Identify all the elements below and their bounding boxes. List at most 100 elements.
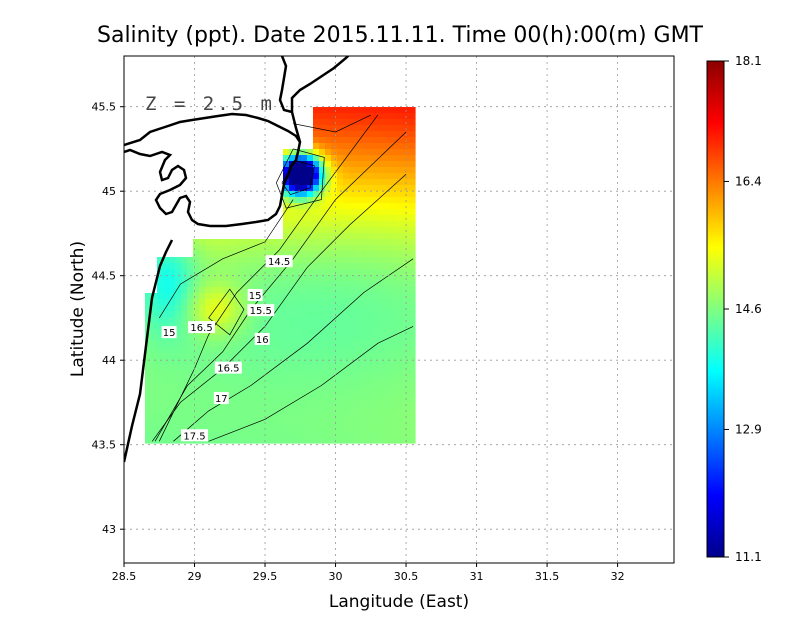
field-cell — [193, 317, 200, 324]
field-cell — [199, 311, 206, 318]
field-cell — [277, 401, 284, 408]
field-cell — [343, 185, 350, 192]
field-cell — [331, 179, 338, 186]
field-cell — [157, 299, 164, 306]
field-cell — [145, 311, 152, 318]
field-cell — [271, 359, 278, 366]
field-cell — [193, 347, 200, 354]
field-cell — [409, 179, 416, 186]
field-cell — [307, 275, 314, 282]
field-cell — [349, 347, 356, 354]
y-tick-label: 43 — [102, 523, 116, 536]
field-cell — [349, 263, 356, 270]
field-cell — [343, 281, 350, 288]
field-cell — [301, 407, 308, 414]
contour-label-bg — [188, 321, 216, 334]
field-cell — [337, 197, 344, 204]
field-cell — [331, 173, 338, 180]
field-cell — [235, 329, 242, 336]
field-cell — [301, 437, 308, 444]
field-cell — [187, 311, 194, 318]
field-cell — [181, 389, 188, 396]
field-cell — [385, 323, 392, 330]
field-cell — [157, 311, 164, 318]
field-cell — [397, 395, 404, 402]
field-cell — [265, 407, 272, 414]
field-cell — [397, 185, 404, 192]
field-cell — [337, 317, 344, 324]
field-cell — [187, 401, 194, 408]
field-cell — [235, 437, 242, 444]
field-cell — [295, 167, 302, 174]
field-cell — [283, 275, 290, 282]
field-cell — [163, 437, 170, 444]
plot-frame — [123, 55, 675, 564]
field-cell — [145, 347, 152, 354]
field-cell — [295, 281, 302, 288]
contour-label-bg — [254, 332, 270, 345]
field-cell — [223, 239, 230, 246]
field-cell — [301, 329, 308, 336]
field-cell — [283, 371, 290, 378]
field-cell — [307, 383, 314, 390]
field-cell — [337, 191, 344, 198]
field-cell — [307, 269, 314, 276]
field-cell — [361, 179, 368, 186]
field-cell — [301, 371, 308, 378]
field-cell — [301, 401, 308, 408]
field-cell — [391, 377, 398, 384]
field-cell — [409, 281, 416, 288]
field-cell — [331, 263, 338, 270]
field-cell — [319, 317, 326, 324]
field-cell — [325, 263, 332, 270]
field-cell — [307, 311, 314, 318]
field-cell — [313, 263, 320, 270]
field-cell — [265, 359, 272, 366]
field-cell — [271, 407, 278, 414]
field-cell — [211, 401, 218, 408]
field-cell — [295, 353, 302, 360]
field-cell — [307, 329, 314, 336]
field-cell — [181, 407, 188, 414]
field-cell — [283, 227, 290, 234]
field-cell — [397, 233, 404, 240]
field-cell — [361, 215, 368, 222]
field-cell — [217, 431, 224, 438]
field-cell — [391, 263, 398, 270]
field-cell — [283, 281, 290, 288]
coastline-north — [124, 112, 302, 228]
field-cell — [289, 245, 296, 252]
field-cell — [163, 341, 170, 348]
field-cell — [289, 173, 296, 180]
field-cell — [193, 365, 200, 372]
field-cell — [319, 281, 326, 288]
field-cell — [187, 389, 194, 396]
field-cell — [307, 185, 314, 192]
field-cell — [217, 281, 224, 288]
field-cell — [175, 389, 182, 396]
field-cell — [349, 293, 356, 300]
field-cell — [277, 383, 284, 390]
field-cell — [223, 341, 230, 348]
field-cell — [379, 281, 386, 288]
field-cell — [409, 119, 416, 126]
field-cell — [223, 371, 230, 378]
field-cell — [409, 107, 416, 114]
field-cell — [343, 311, 350, 318]
field-cell — [253, 425, 260, 432]
field-cell — [289, 371, 296, 378]
field-cell — [391, 137, 398, 144]
field-cell — [211, 251, 218, 258]
field-cell — [259, 371, 266, 378]
field-cell — [391, 311, 398, 318]
field-cell — [379, 359, 386, 366]
field-cell — [151, 323, 158, 330]
field-cell — [163, 293, 170, 300]
field-cell — [229, 419, 236, 426]
field-cell — [373, 353, 380, 360]
field-cell — [385, 107, 392, 114]
field-cell — [331, 233, 338, 240]
field-cell — [151, 293, 158, 300]
field-cell — [343, 425, 350, 432]
field-cell — [391, 413, 398, 420]
